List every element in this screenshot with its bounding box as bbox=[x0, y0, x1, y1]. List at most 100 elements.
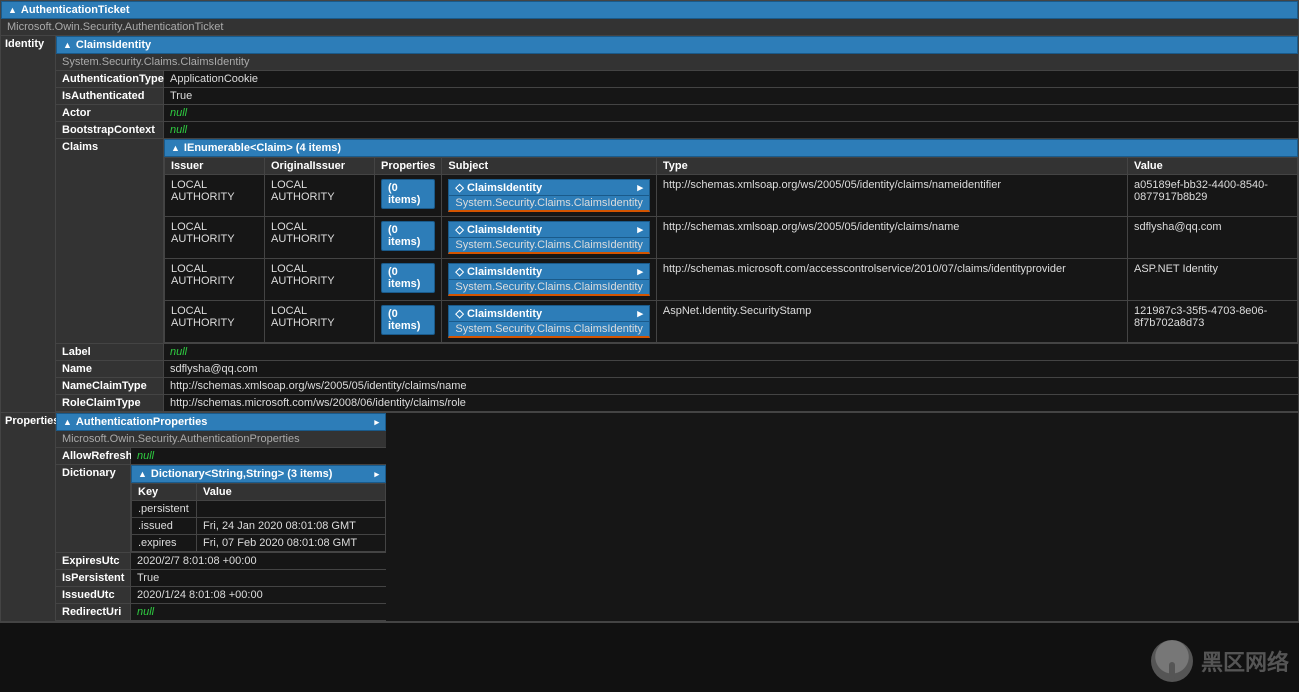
allowrefresh-value: null bbox=[131, 448, 386, 464]
roleclaim-value: http://schemas.microsoft.com/ws/2008/06/… bbox=[164, 395, 1298, 411]
properties-label: Properties bbox=[1, 413, 56, 621]
cell-properties[interactable]: (0 items) bbox=[375, 259, 442, 301]
allowrefresh-label: AllowRefresh bbox=[56, 448, 131, 464]
dict-key: .persistent bbox=[132, 501, 197, 518]
nameclaim-value: http://schemas.xmlsoap.org/ws/2005/05/id… bbox=[164, 378, 1298, 394]
claims-enum-header[interactable]: ▲ IEnumerable<Claim> (4 items) bbox=[164, 139, 1298, 157]
cell-origissuer: LOCAL AUTHORITY bbox=[265, 259, 375, 301]
arrow-icon[interactable]: ▸ bbox=[374, 469, 379, 480]
collapse-icon[interactable]: ▲ bbox=[138, 469, 147, 479]
cell-type: AspNet.Identity.SecurityStamp bbox=[656, 301, 1127, 343]
claims-enum-title: IEnumerable<Claim> (4 items) bbox=[184, 142, 341, 154]
collapse-icon[interactable]: ▲ bbox=[63, 417, 72, 427]
watermark-logo-icon bbox=[1151, 640, 1193, 682]
col-type[interactable]: Type bbox=[656, 158, 1127, 175]
cell-origissuer: LOCAL AUTHORITY bbox=[265, 301, 375, 343]
cell-type: http://schemas.microsoft.com/accesscontr… bbox=[656, 259, 1127, 301]
claims-table: Issuer OriginalIssuer Properties Subject… bbox=[164, 157, 1298, 343]
identity-label: Identity bbox=[1, 36, 56, 412]
root-panel: ▲ AuthenticationTicket Microsoft.Owin.Se… bbox=[0, 0, 1299, 623]
expires-label: ExpiresUtc bbox=[56, 553, 131, 569]
issued-label: IssuedUtc bbox=[56, 587, 131, 603]
table-row: .persistent bbox=[132, 501, 386, 518]
claims-label: Claims bbox=[56, 139, 164, 343]
expires-value: 2020/2/7 8:01:08 +00:00 bbox=[131, 553, 386, 569]
cell-value: 121987c3-35f5-4703-8e06-8f7b702a8d73 bbox=[1128, 301, 1298, 343]
cell-subject[interactable]: ◇ ClaimsIdentity▸System.Security.Claims.… bbox=[442, 217, 656, 259]
actor-label: Actor bbox=[56, 105, 164, 121]
isauth-label: IsAuthenticated bbox=[56, 88, 164, 104]
actor-value: null bbox=[164, 105, 1298, 121]
root-title: AuthenticationTicket bbox=[21, 4, 130, 16]
cell-subject[interactable]: ◇ ClaimsIdentity▸System.Security.Claims.… bbox=[442, 301, 656, 343]
name-value: sdflysha@qq.com bbox=[164, 361, 1298, 377]
dict-col-value[interactable]: Value bbox=[197, 484, 386, 501]
bootstrap-value: null bbox=[164, 122, 1298, 138]
dict-table: Key Value .persistent.issuedFri, 24 Jan … bbox=[131, 483, 386, 552]
cell-type: http://schemas.xmlsoap.org/ws/2005/05/id… bbox=[656, 175, 1127, 217]
nameclaim-label: NameClaimType bbox=[56, 378, 164, 394]
label-label: Label bbox=[56, 344, 164, 360]
dict-value bbox=[197, 501, 386, 518]
authtype-label: AuthenticationType bbox=[56, 71, 164, 87]
watermark-text: 黑区网络 bbox=[1201, 645, 1289, 677]
cell-subject[interactable]: ◇ ClaimsIdentity▸System.Security.Claims.… bbox=[442, 259, 656, 301]
dict-key: .expires bbox=[132, 535, 197, 552]
col-origissuer[interactable]: OriginalIssuer bbox=[265, 158, 375, 175]
table-row: .issuedFri, 24 Jan 2020 08:01:08 GMT bbox=[132, 518, 386, 535]
label-value: null bbox=[164, 344, 1298, 360]
authtype-value: ApplicationCookie bbox=[164, 71, 1298, 87]
claimsidentity-subtype: System.Security.Claims.ClaimsIdentity bbox=[56, 54, 1298, 71]
cell-value: ASP.NET Identity bbox=[1128, 259, 1298, 301]
col-value[interactable]: Value bbox=[1128, 158, 1298, 175]
arrow-icon[interactable]: ▸ bbox=[374, 417, 379, 428]
authprops-subtype: Microsoft.Owin.Security.AuthenticationPr… bbox=[56, 431, 386, 448]
cell-origissuer: LOCAL AUTHORITY bbox=[265, 217, 375, 259]
cell-value: sdflysha@qq.com bbox=[1128, 217, 1298, 259]
table-row: LOCAL AUTHORITYLOCAL AUTHORITY(0 items)◇… bbox=[165, 301, 1298, 343]
dict-title: Dictionary<String,String> (3 items) bbox=[151, 468, 333, 480]
dict-header[interactable]: ▲ Dictionary<String,String> (3 items) ▸ bbox=[131, 465, 386, 483]
cell-properties[interactable]: (0 items) bbox=[375, 217, 442, 259]
cell-origissuer: LOCAL AUTHORITY bbox=[265, 175, 375, 217]
table-row: LOCAL AUTHORITYLOCAL AUTHORITY(0 items)◇… bbox=[165, 259, 1298, 301]
name-label: Name bbox=[56, 361, 164, 377]
watermark: 黑区网络 bbox=[1151, 640, 1289, 682]
cell-properties[interactable]: (0 items) bbox=[375, 175, 442, 217]
col-subject[interactable]: Subject bbox=[442, 158, 656, 175]
dict-key: .issued bbox=[132, 518, 197, 535]
cell-issuer: LOCAL AUTHORITY bbox=[165, 175, 265, 217]
bootstrap-label: BootstrapContext bbox=[56, 122, 164, 138]
cell-type: http://schemas.xmlsoap.org/ws/2005/05/id… bbox=[656, 217, 1127, 259]
claimsidentity-header[interactable]: ▲ ClaimsIdentity bbox=[56, 36, 1298, 54]
issued-value: 2020/1/24 8:01:08 +00:00 bbox=[131, 587, 386, 603]
dict-value: Fri, 24 Jan 2020 08:01:08 GMT bbox=[197, 518, 386, 535]
collapse-icon[interactable]: ▲ bbox=[171, 143, 180, 153]
redirect-value: null bbox=[131, 604, 386, 620]
cell-value: a05189ef-bb32-4400-8540-0877917b8b29 bbox=[1128, 175, 1298, 217]
ispersistent-label: IsPersistent bbox=[56, 570, 131, 586]
authprops-title: AuthenticationProperties bbox=[76, 416, 207, 428]
collapse-icon[interactable]: ▲ bbox=[8, 5, 17, 15]
cell-properties[interactable]: (0 items) bbox=[375, 301, 442, 343]
cell-issuer: LOCAL AUTHORITY bbox=[165, 259, 265, 301]
redirect-label: RedirectUri bbox=[56, 604, 131, 620]
collapse-icon[interactable]: ▲ bbox=[63, 40, 72, 50]
claimsidentity-title: ClaimsIdentity bbox=[76, 39, 151, 51]
ispersistent-value: True bbox=[131, 570, 386, 586]
dict-col-key[interactable]: Key bbox=[132, 484, 197, 501]
properties-row: Properties ▲ AuthenticationProperties ▸ … bbox=[1, 413, 1298, 622]
table-row: .expiresFri, 07 Feb 2020 08:01:08 GMT bbox=[132, 535, 386, 552]
dict-label: Dictionary bbox=[56, 465, 131, 552]
col-properties[interactable]: Properties bbox=[375, 158, 442, 175]
cell-issuer: LOCAL AUTHORITY bbox=[165, 301, 265, 343]
cell-issuer: LOCAL AUTHORITY bbox=[165, 217, 265, 259]
cell-subject[interactable]: ◇ ClaimsIdentity▸System.Security.Claims.… bbox=[442, 175, 656, 217]
col-issuer[interactable]: Issuer bbox=[165, 158, 265, 175]
roleclaim-label: RoleClaimType bbox=[56, 395, 164, 411]
claims-row: Claims ▲ IEnumerable<Claim> (4 items) Is… bbox=[56, 139, 1298, 344]
table-row: LOCAL AUTHORITYLOCAL AUTHORITY(0 items)◇… bbox=[165, 217, 1298, 259]
root-header[interactable]: ▲ AuthenticationTicket bbox=[1, 1, 1298, 19]
authprops-header[interactable]: ▲ AuthenticationProperties ▸ bbox=[56, 413, 386, 431]
identity-row: Identity ▲ ClaimsIdentity System.Securit… bbox=[1, 36, 1298, 413]
